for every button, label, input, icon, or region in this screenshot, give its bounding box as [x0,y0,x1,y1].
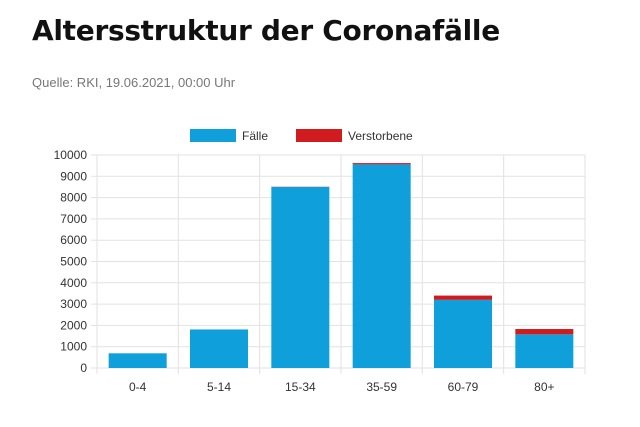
y-tick-label: 10000 [54,148,88,162]
y-tick-label: 7000 [60,212,87,226]
bar-faelle-15-34 [271,186,330,368]
bar-verstorbene-80+ [515,329,574,335]
legend-label-verstorbene: Verstorbene [348,129,413,143]
source-note: Quelle: RKI, 19.06.2021, 00:00 Uhr [32,75,236,90]
y-tick-label: 8000 [60,191,87,205]
y-tick-label: 4000 [60,276,87,290]
x-tick-label: 60-79 [448,380,479,394]
bar-verstorbene-60-79 [434,295,492,300]
y-tick-label: 3000 [60,297,87,311]
y-tick-label: 0 [80,361,87,375]
bar-faelle-80+ [515,334,574,368]
bar-verstorbene-35-59 [352,163,411,165]
bar-faelle-35-59 [352,164,411,368]
bar-faelle-60-79 [434,299,492,368]
legend-label-faelle: Fälle [242,129,268,143]
x-tick-label: 0-4 [129,380,147,394]
y-tick-label: 9000 [60,169,87,183]
bar-faelle-0-4 [108,353,167,368]
y-tick-label: 6000 [60,233,87,247]
x-tick-label: 15-34 [285,380,316,394]
chart-title: Altersstruktur der Coronafälle [32,14,500,47]
bar-faelle-5-14 [190,329,248,368]
x-tick-label: 35-59 [366,380,397,394]
x-tick-label: 80+ [534,380,554,394]
legend-swatch-verstorbene [296,129,342,142]
y-tick-label: 1000 [60,340,87,354]
y-tick-label: 2000 [60,318,87,332]
legend-swatch-faelle [190,129,236,142]
y-tick-label: 5000 [60,255,87,269]
x-tick-label: 5-14 [207,380,231,394]
